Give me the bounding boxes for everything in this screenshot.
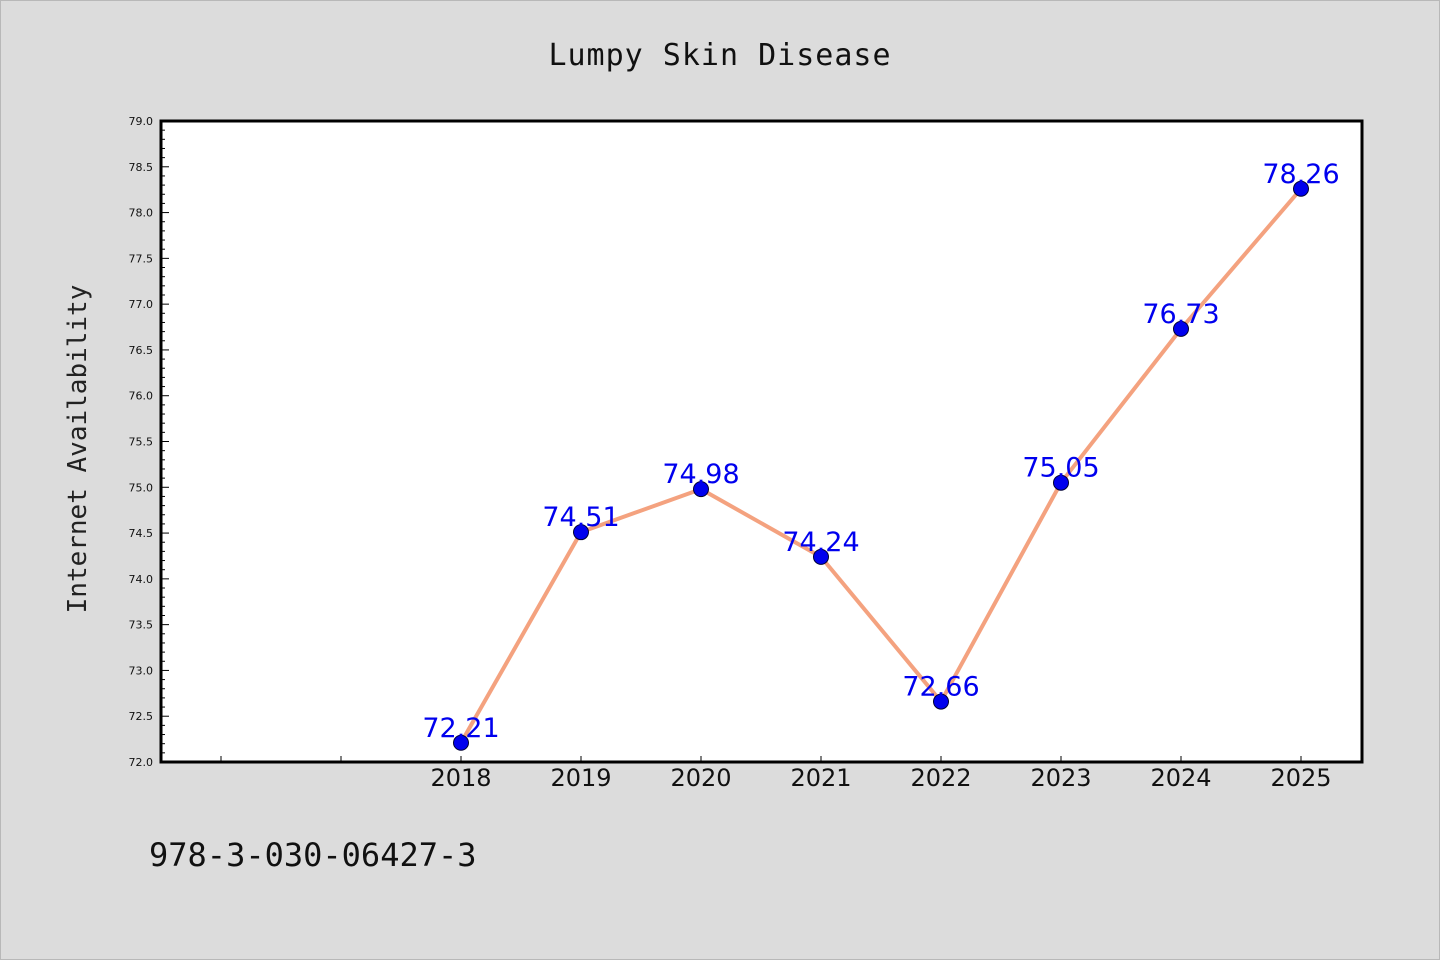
data-label: 72.66 (902, 672, 979, 703)
y-tick-label: 75.5 (129, 436, 154, 449)
data-label: 74.51 (542, 502, 619, 533)
y-axis-label: Internet Availability (63, 285, 93, 614)
y-tick-label: 76.0 (129, 390, 154, 403)
plot-area (161, 121, 1362, 762)
footer-isbn: 978-3-030-06427-3 (149, 836, 477, 874)
data-label: 74.24 (782, 527, 859, 558)
data-point (1293, 180, 1309, 197)
y-axis: 72.0 72.5 73.0 73.5 74.0 74.5 75.0 75.5 76.0 76.5… (129, 115, 169, 769)
y-tick-label: 72.5 (129, 710, 154, 723)
x-tick-label: 2023 (1030, 764, 1091, 792)
x-axis: 2018 2019 2020 2021 2022 2023 2024 2025 (220, 756, 1332, 792)
x-tick-label: 2022 (910, 764, 971, 792)
data-point (1053, 474, 1069, 491)
data-label: 72.21 (422, 713, 499, 744)
y-tick-label: 72.0 (129, 756, 154, 769)
data-point (1173, 320, 1189, 337)
data-labels: 72.21 74.51 74.98 74.24 72.66 75.05 76.73 78.26 (422, 159, 1339, 744)
x-tick-label: 2019 (550, 764, 611, 792)
data-point (453, 734, 469, 751)
chart-title: Lumpy Skin Disease (548, 38, 891, 73)
x-tick-label: 2020 (670, 764, 731, 792)
data-series (453, 180, 1309, 751)
plot-frame (159, 119, 1364, 764)
y-tick-label: 77.5 (129, 252, 154, 265)
x-tick-label: 2018 (430, 764, 491, 792)
data-point (933, 693, 949, 710)
y-tick-label: 74.0 (129, 573, 154, 586)
y-tick-label: 76.5 (129, 344, 154, 357)
y-tick-label: 79.0 (129, 115, 154, 128)
y-tick-label: 78.5 (129, 161, 154, 174)
data-label: 78.26 (1262, 159, 1339, 190)
x-tick-label: 2024 (1150, 764, 1211, 792)
data-label: 76.73 (1142, 299, 1219, 330)
data-point (573, 524, 589, 541)
data-label: 75.05 (1022, 453, 1099, 484)
y-tick-label: 73.5 (129, 619, 154, 632)
series-line (459, 186, 1303, 745)
data-point (813, 548, 829, 565)
y-tick-label: 77.0 (129, 298, 154, 311)
x-tick-label: 2025 (1270, 764, 1331, 792)
y-tick-label: 73.0 (129, 664, 154, 677)
y-tick-label: 75.0 (129, 481, 154, 494)
y-tick-label: 78.0 (129, 207, 154, 220)
data-point (693, 481, 709, 498)
data-label: 74.98 (662, 459, 739, 490)
y-tick-label: 74.5 (129, 527, 154, 540)
x-tick-label: 2021 (790, 764, 851, 792)
